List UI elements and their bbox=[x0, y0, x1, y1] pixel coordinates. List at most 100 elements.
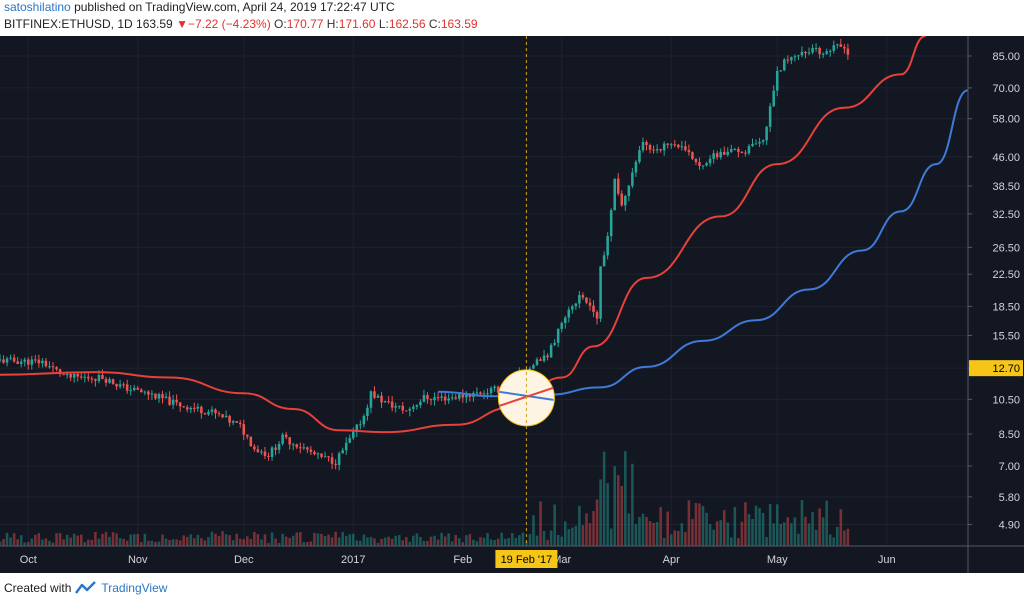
price-chart[interactable]: 85.00 70.00 58.00 46.00 38.50 32.50 26.50 22.50… bbox=[0, 36, 1024, 573]
candle-body bbox=[281, 434, 284, 444]
volume-bar bbox=[680, 523, 684, 546]
candle-body bbox=[638, 150, 641, 162]
candle-body bbox=[493, 386, 496, 389]
volume-bar bbox=[390, 538, 394, 546]
candle-body bbox=[320, 453, 323, 457]
candle-body bbox=[161, 394, 164, 399]
volume-bars bbox=[0, 451, 850, 546]
time-tick-label: Apr bbox=[663, 554, 680, 566]
volume-bar bbox=[203, 540, 207, 546]
volume-bar bbox=[631, 463, 634, 546]
crosshair-date-label: 19 Feb '17 bbox=[501, 554, 553, 566]
volume-bar bbox=[412, 535, 415, 546]
candle-body bbox=[108, 379, 111, 383]
volume-bar bbox=[807, 523, 811, 546]
last-price: 163.59 bbox=[136, 17, 173, 31]
volume-bar bbox=[154, 541, 157, 546]
volume-bar bbox=[359, 540, 362, 546]
volume-bar bbox=[401, 540, 405, 546]
publish-info: satoshilatino published on TradingView.c… bbox=[4, 0, 395, 14]
tradingview-brand-link[interactable]: TradingView bbox=[101, 581, 168, 595]
volume-bar bbox=[288, 537, 291, 546]
candle-body bbox=[337, 453, 341, 465]
candle-body bbox=[189, 407, 193, 410]
candle-body bbox=[465, 395, 468, 398]
candle-body bbox=[214, 409, 217, 414]
candle-body bbox=[143, 391, 147, 393]
volume-bar bbox=[9, 537, 12, 546]
candle-body bbox=[482, 393, 486, 395]
candle-body bbox=[454, 397, 458, 399]
candle-body bbox=[797, 55, 800, 57]
volume-bar bbox=[687, 500, 691, 546]
candle-body bbox=[182, 406, 185, 408]
candle-body bbox=[330, 457, 334, 464]
candle-body bbox=[659, 149, 662, 151]
candle-body bbox=[87, 376, 90, 379]
candle-body bbox=[168, 396, 171, 405]
volume-bar bbox=[161, 534, 164, 546]
symbol-legend: BITFINEX:ETHUSD, 1D 163.59 ▼−7.22 (−4.23… bbox=[4, 17, 478, 31]
volume-bar bbox=[104, 531, 108, 546]
volume-bar bbox=[182, 535, 185, 546]
candle-body bbox=[419, 401, 422, 406]
candle-body bbox=[804, 51, 807, 54]
candle-body bbox=[641, 141, 645, 151]
candle-body bbox=[479, 392, 482, 395]
low-value: 162.56 bbox=[388, 17, 426, 31]
volume-bar bbox=[521, 532, 525, 546]
volume-bar bbox=[83, 542, 87, 546]
volume-bar bbox=[698, 503, 701, 546]
candle-body bbox=[761, 140, 765, 142]
volume-bar bbox=[320, 533, 323, 546]
candle-body bbox=[125, 384, 129, 391]
candle-body bbox=[58, 369, 62, 375]
volume-bar bbox=[719, 520, 722, 546]
volume-bar bbox=[733, 506, 737, 546]
price-tick-label: 8.50 bbox=[999, 429, 1020, 441]
candle-body bbox=[613, 178, 616, 211]
candle-body bbox=[129, 390, 132, 392]
volume-bar bbox=[758, 508, 761, 546]
candle-body bbox=[475, 392, 479, 394]
volume-bar bbox=[302, 542, 306, 546]
candle-body bbox=[694, 158, 698, 163]
candle-body bbox=[41, 360, 44, 364]
volume-bar bbox=[772, 523, 775, 546]
volume-bar bbox=[503, 538, 507, 546]
candle-body bbox=[115, 383, 118, 387]
volume-bar bbox=[30, 538, 34, 546]
candle-body bbox=[684, 146, 687, 151]
candle-body bbox=[65, 374, 69, 376]
volume-bar bbox=[65, 534, 69, 546]
volume-bar bbox=[309, 541, 313, 546]
volume-bar bbox=[242, 539, 246, 546]
volume-bar bbox=[90, 539, 94, 546]
candle-body bbox=[585, 297, 588, 303]
author-link[interactable]: satoshilatino bbox=[4, 0, 71, 14]
tradingview-logo-icon bbox=[75, 581, 97, 594]
volume-bar bbox=[189, 534, 193, 546]
candle-body bbox=[839, 44, 843, 47]
volume-bar bbox=[708, 524, 712, 546]
candle-body bbox=[140, 389, 143, 393]
volume-bar bbox=[352, 533, 355, 546]
volume-bar bbox=[740, 521, 744, 546]
candle-body bbox=[807, 52, 811, 54]
candle-body bbox=[178, 402, 182, 407]
volume-bar bbox=[666, 511, 669, 546]
volume-bar bbox=[337, 537, 341, 546]
candle-body bbox=[719, 151, 722, 158]
candle-body bbox=[44, 360, 48, 367]
candle-body bbox=[786, 59, 790, 61]
current-price-label: 12.70 bbox=[992, 363, 1020, 375]
volume-bar bbox=[129, 534, 132, 546]
candle-body bbox=[101, 374, 104, 379]
volume-bar bbox=[256, 534, 260, 546]
volume-bar bbox=[235, 533, 238, 546]
candle-body bbox=[62, 374, 65, 376]
candle-body bbox=[0, 359, 2, 361]
volume-bar bbox=[55, 533, 58, 546]
volume-bar bbox=[514, 538, 518, 546]
volume-bar bbox=[701, 505, 705, 546]
